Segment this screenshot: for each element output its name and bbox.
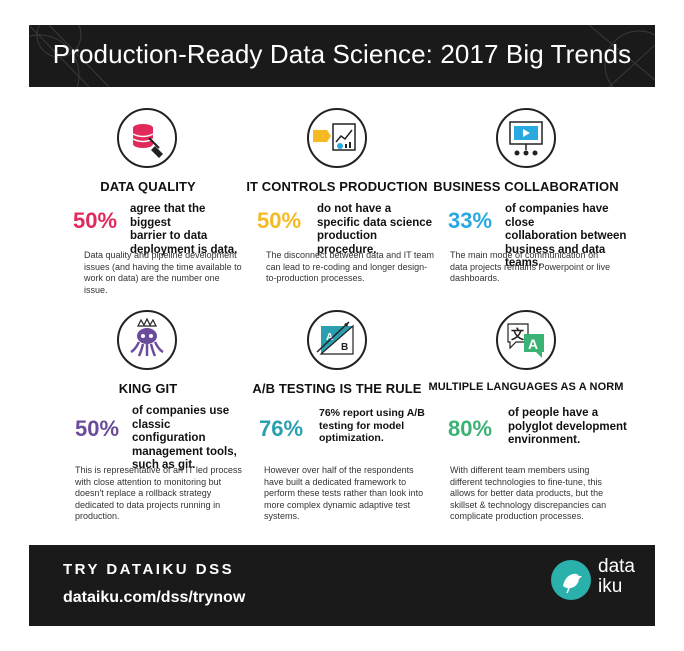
card-percent: 50% — [73, 208, 118, 233]
translate-icon: 文 A — [496, 310, 556, 370]
trynow-link[interactable]: dataiku.com/dss/trynow — [63, 589, 246, 606]
card-stat: agree that the biggest barrier to data dep… — [130, 203, 238, 256]
card-heading: KING GIT — [118, 381, 178, 396]
card-stat: do not have a specific data science produc… — [317, 203, 433, 256]
card-heading: DATA QUALITY — [100, 179, 196, 194]
pipeline-chart-icon — [307, 108, 367, 168]
card-description: However over half of the respondents have… — [264, 465, 424, 521]
ab-test-icon: A B — [307, 310, 367, 370]
dataiku-bird-icon[interactable] — [551, 560, 591, 600]
card-description: Data quality and pipeline development iss… — [84, 250, 242, 295]
header-pattern — [29, 25, 655, 87]
card-stat: of people have a polyglot development envi… — [508, 407, 627, 446]
card-description: With different team members using differe… — [450, 465, 607, 521]
card-description: This is representative of an IT led proc… — [75, 465, 242, 521]
card-description: The main mode of communication on data pr… — [450, 250, 611, 283]
card-heading: MULTIPLE LANGUAGES AS A NORM — [428, 381, 624, 393]
svg-text:文: 文 — [511, 327, 525, 343]
card-percent: 50% — [75, 416, 120, 441]
card-percent: 33% — [448, 208, 493, 233]
card-heading: IT CONTROLS PRODUCTION — [246, 179, 428, 194]
presentation-board-icon — [496, 108, 556, 168]
svg-text:B: B — [341, 342, 348, 353]
footer-banner: TRY DATAIKU DSS dataiku.com/dss/trynow d… — [29, 545, 655, 626]
card-stat: 76% report using A/B testing for model opt… — [319, 407, 425, 444]
card-percent: 50% — [257, 208, 302, 233]
dataiku-logo-text[interactable]: data iku — [598, 556, 635, 597]
database-broom-icon — [117, 108, 177, 168]
card-percent: 76% — [259, 416, 304, 441]
page-title: Production-Ready Data Science: 2017 Big … — [52, 39, 632, 69]
card-heading: BUSINESS COLLABORATION — [433, 179, 619, 194]
svg-text:A: A — [326, 332, 333, 343]
octocat-crown-icon — [117, 310, 177, 370]
card-description: The disconnect between data and IT team c… — [266, 250, 434, 283]
cta-heading: TRY DATAIKU DSS — [63, 561, 235, 578]
card-stat: of companies have close collaboration bet… — [505, 203, 627, 269]
svg-text:A: A — [528, 336, 538, 352]
card-percent: 80% — [448, 416, 493, 441]
card-stat: of companies use classic configuration man… — [132, 405, 237, 471]
card-heading: A/B TESTING IS THE RULE — [252, 381, 422, 396]
header-banner: Production-Ready Data Science: 2017 Big … — [29, 25, 655, 87]
